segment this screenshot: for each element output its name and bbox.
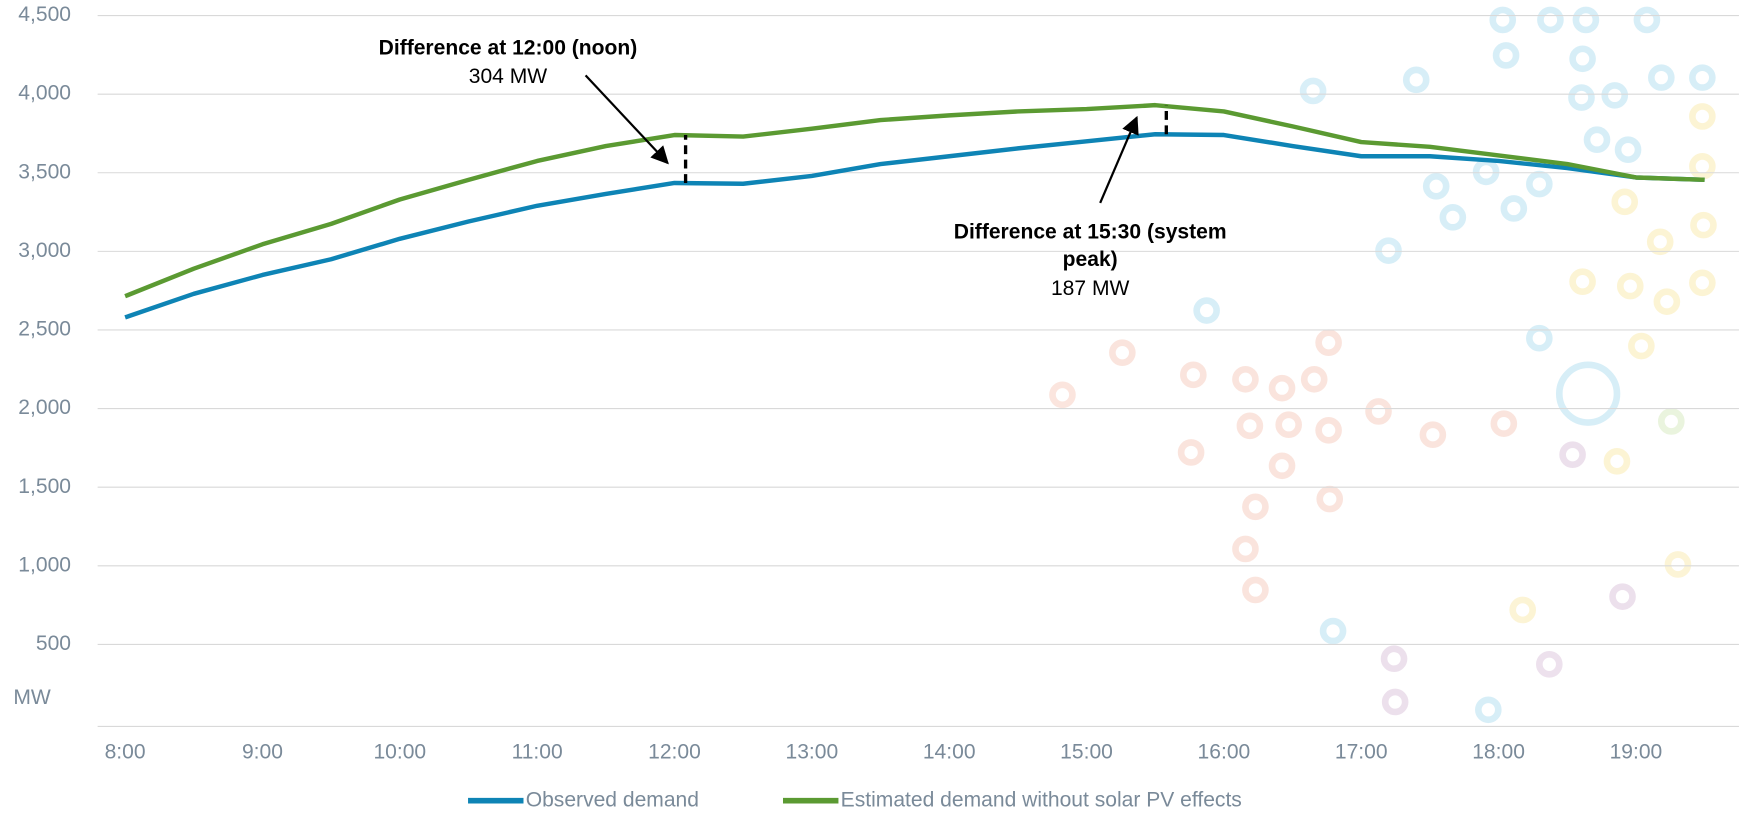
background-decoration [1052, 10, 1713, 720]
y-tick-label: 2,500 [18, 318, 71, 341]
y-tick-label: 1,000 [18, 553, 71, 576]
series-line [125, 134, 1705, 317]
y-tick-label: 4,000 [18, 82, 71, 105]
x-tick-label: 12:00 [648, 741, 701, 764]
annotation-text: 187 MW [1051, 277, 1130, 300]
legend-label: Observed demand [526, 788, 699, 811]
y-tick-label: 2,000 [18, 396, 71, 419]
annotation-title: Difference at 15:30 (system peak) [929, 218, 1251, 273]
chart: MW 500 1,000 1,500 2,000 2,500 3,000 3,500 4,00… [0, 0, 1739, 814]
x-tick-label: 15:00 [1060, 741, 1113, 764]
x-tick-label: 8:00 [105, 741, 146, 764]
y-tick-label: 3,500 [18, 160, 71, 183]
x-tick-label: 16:00 [1198, 741, 1251, 764]
x-tick-label: 13:00 [785, 741, 838, 764]
annotation-title: Difference at 12:00 (noon) [379, 36, 638, 59]
y-unit-label: MW [13, 686, 51, 709]
y-tick-label: 500 [36, 632, 71, 655]
y-tick-label: 1,500 [18, 475, 71, 498]
legend-label: Estimated demand without solar PV effect… [841, 788, 1242, 811]
x-tick-label: 17:00 [1335, 741, 1388, 764]
y-tick-label: 3,000 [18, 239, 71, 262]
x-tick-label: 10:00 [373, 741, 426, 764]
annotation-text: 304 MW [469, 65, 548, 88]
y-tick-label: 4,500 [18, 3, 71, 26]
x-tick-label: 19:00 [1610, 741, 1663, 764]
x-tick-label: 9:00 [242, 741, 283, 764]
x-tick-label: 14:00 [923, 741, 976, 764]
series-line [125, 105, 1705, 296]
x-tick-label: 11:00 [512, 741, 563, 764]
x-tick-label: 18:00 [1472, 741, 1525, 764]
annotation-arrow [1100, 118, 1137, 203]
